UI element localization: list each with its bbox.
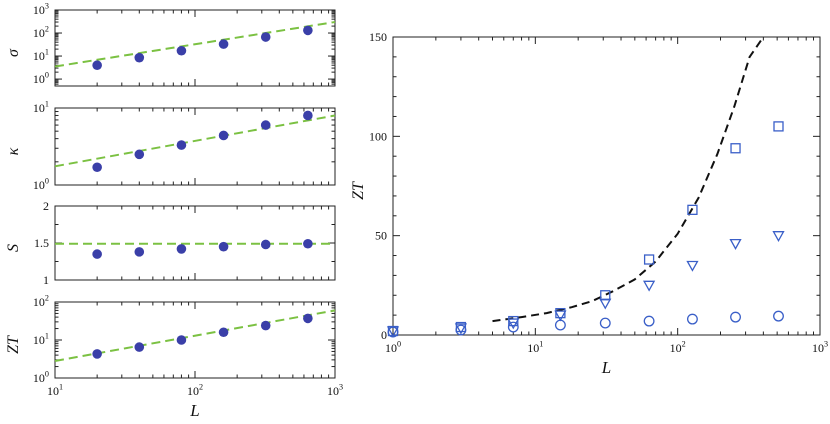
sigma-panel: 100 101 102 103 σ	[5, 2, 336, 87]
data-point	[176, 45, 187, 56]
plot-frame	[54, 107, 336, 186]
x-tick-label: 100	[385, 340, 401, 355]
data-point	[218, 327, 229, 338]
y-tick-label: 100	[33, 177, 49, 192]
data-point-triangle	[599, 298, 612, 310]
data-point	[92, 162, 102, 173]
x-tick-label: 103	[812, 340, 828, 355]
data-point	[176, 335, 187, 345]
x-tick-label: 102	[187, 383, 203, 398]
data-point-triangle	[643, 280, 656, 292]
plot-frame	[54, 9, 336, 87]
data-point	[218, 130, 229, 141]
data-point-triangle	[554, 310, 567, 322]
y-tick-label: 2	[43, 199, 49, 213]
data-point	[134, 247, 145, 257]
data-point-triangle	[772, 231, 785, 243]
data-point-circle	[387, 326, 399, 338]
data-point-square	[687, 204, 698, 215]
fit-line	[54, 114, 336, 168]
fit-curve	[492, 36, 765, 323]
data-point-circle	[686, 313, 698, 325]
data-point	[303, 110, 313, 121]
y-tick-label: 100	[369, 129, 387, 143]
y-axis-label: ZT	[5, 335, 22, 354]
y-tick-label: 101	[33, 48, 49, 63]
data-point-circle	[554, 319, 566, 331]
zt-linear-panel: 0 50 100 150 100 101 102 103 ZT L	[350, 30, 828, 377]
y-tick-label: 100	[33, 370, 49, 385]
plot-frame	[392, 36, 821, 336]
data-point	[176, 244, 187, 254]
data-point	[218, 39, 229, 49]
y-axis-label: σ	[5, 48, 22, 57]
y-tick-label: 100	[33, 71, 49, 86]
data-point	[92, 349, 102, 359]
data-point-square	[730, 143, 741, 154]
data-point	[176, 140, 187, 150]
y-tick-label: 150	[369, 30, 387, 44]
seebeck-panel: 1 1.5 2 S	[5, 199, 336, 287]
data-point-triangle	[729, 238, 742, 250]
data-point	[92, 60, 102, 71]
data-point	[134, 52, 145, 63]
data-point-triangle	[454, 323, 468, 335]
fit-line	[54, 21, 336, 68]
data-point	[134, 342, 145, 352]
x-tick-label: 103	[327, 383, 343, 398]
y-tick-label: 50	[375, 229, 387, 243]
plot-frame	[54, 301, 336, 379]
y-tick-label: 102	[33, 294, 49, 309]
y-axis-label: κ	[5, 147, 22, 155]
kappa-panel: 100 101 κ	[5, 100, 336, 192]
data-point-circle	[507, 321, 519, 333]
data-point	[260, 120, 271, 130]
data-point-square	[643, 254, 655, 265]
data-point-circle	[455, 324, 467, 336]
data-point-triangle	[686, 260, 699, 272]
data-point	[92, 249, 102, 259]
x-tick-label: 101	[47, 383, 63, 398]
data-point-circle	[730, 311, 741, 323]
y-tick-label: 0	[381, 328, 387, 342]
y-axis-label: ZT	[350, 181, 367, 200]
data-point	[218, 241, 229, 252]
x-tick-label: 101	[527, 340, 543, 355]
y-tick-label: 103	[33, 2, 49, 17]
y-tick-label: 1.5	[34, 236, 49, 250]
data-point	[303, 238, 313, 249]
data-point-square	[773, 121, 784, 132]
data-point-square	[600, 290, 611, 301]
x-tick-label: 102	[670, 340, 686, 355]
data-point	[303, 25, 313, 36]
x-axis-label: L	[601, 358, 611, 377]
data-point-circle	[643, 315, 655, 327]
y-tick-label: 1	[43, 273, 49, 287]
data-point	[260, 239, 271, 250]
data-point	[134, 149, 145, 160]
data-point-circle	[599, 317, 611, 329]
y-tick-label: 102	[33, 25, 49, 40]
data-point	[260, 320, 271, 331]
data-point-circle	[773, 310, 784, 322]
x-axis-label: L	[189, 401, 199, 420]
y-tick-label: 101	[33, 332, 49, 347]
y-tick-label: 101	[33, 100, 49, 115]
data-point	[303, 313, 313, 324]
y-axis-label: S	[5, 244, 22, 252]
data-point	[260, 32, 271, 42]
